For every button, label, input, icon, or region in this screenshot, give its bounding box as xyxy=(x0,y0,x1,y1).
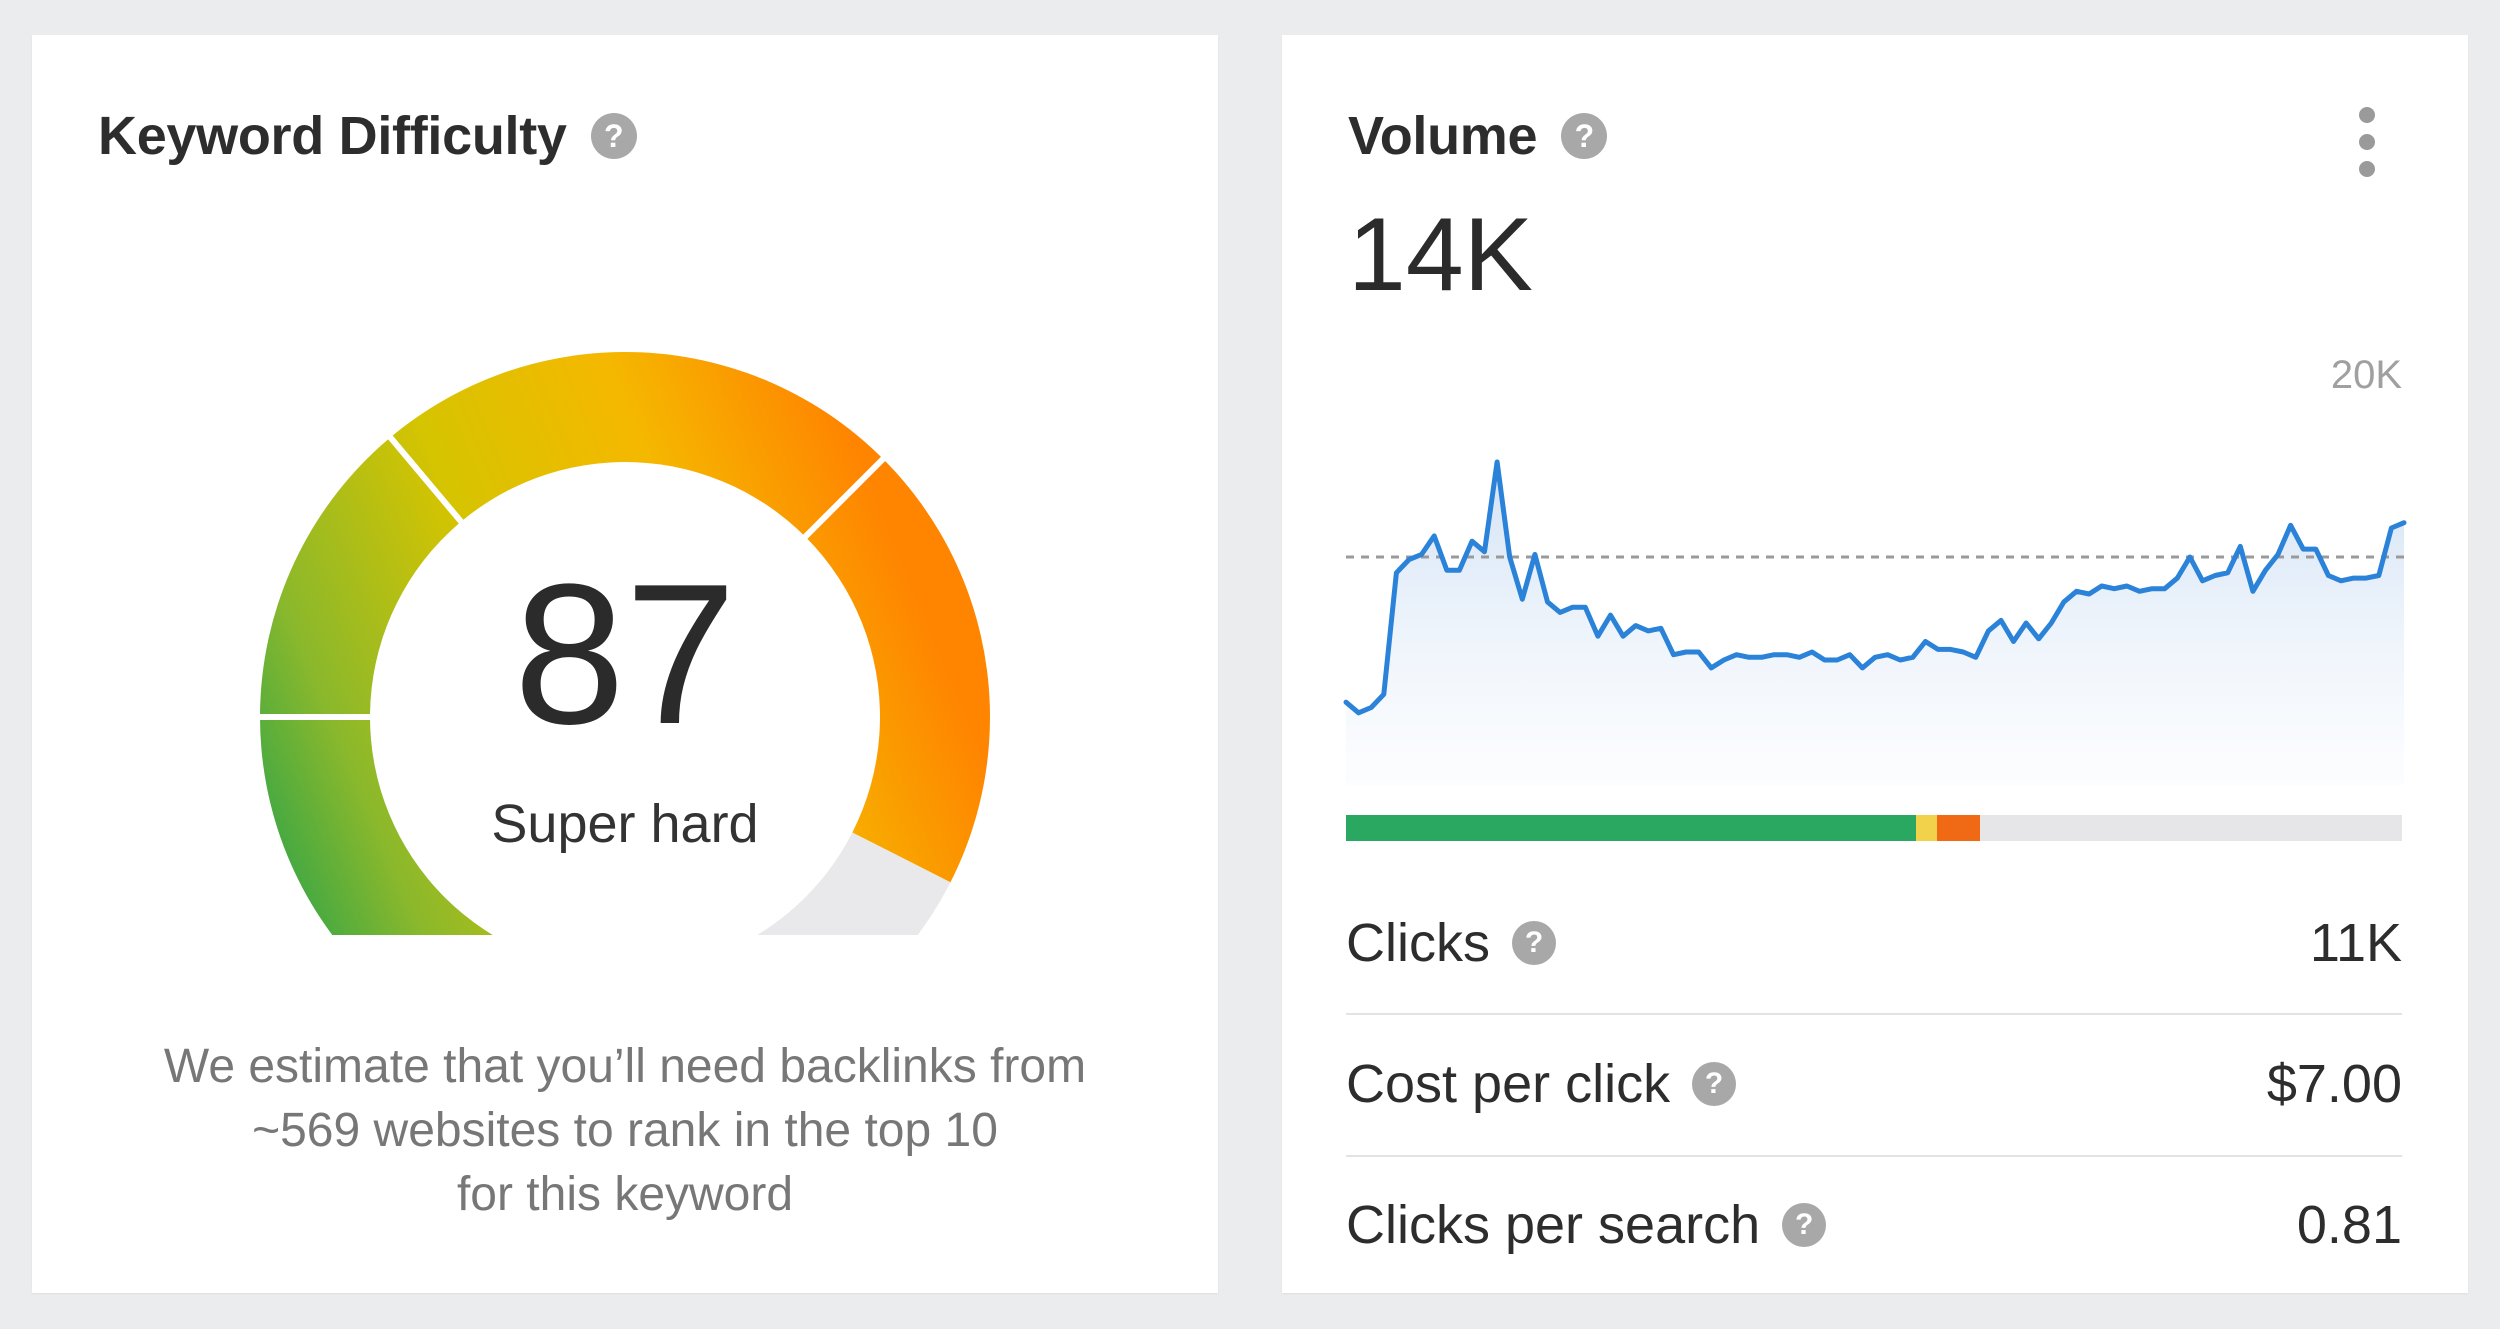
clicks-distribution-bar[interactable] xyxy=(1346,815,2402,841)
metric-value: 0.81 xyxy=(2296,1195,2402,1255)
metric-row-cost-per-click: Cost per click ? $7.00 xyxy=(1346,1013,2402,1157)
metric-label: Clicks xyxy=(1346,913,1490,973)
volume-trend-line xyxy=(1343,459,2407,716)
backlinks-estimate-note: We estimate that you’ll need backlinks f… xyxy=(92,1035,1158,1227)
question-circle-icon[interactable]: ? xyxy=(1561,113,1608,159)
metric-label: Clicks per search xyxy=(1346,1195,1761,1255)
metric-row-clicks: Clicks ? 11K xyxy=(1346,873,2402,1015)
note-line: for this keyword xyxy=(456,1168,794,1221)
question-circle-icon[interactable]: ? xyxy=(590,113,637,159)
organic-clicks-segment xyxy=(1346,815,1917,841)
metric-row-clicks-per-search: Clicks per search ? 0.81 xyxy=(1346,1155,2402,1295)
volume-title: Volume xyxy=(1348,106,1538,166)
metric-value: $7.00 xyxy=(2266,1054,2402,1114)
other-clicks-segment xyxy=(1937,815,1980,841)
gauge-separator xyxy=(799,453,889,543)
difficulty-gauge xyxy=(255,352,990,935)
volume-value: 14K xyxy=(1348,197,1534,313)
paid-clicks-segment xyxy=(1916,815,1938,841)
gauge-separator xyxy=(384,431,467,528)
keyword-difficulty-card: Keyword Difficulty ? 87 Super hard We es… xyxy=(32,35,1218,1293)
metric-value: 11K xyxy=(2309,913,2402,973)
metric-label: Cost per click xyxy=(1346,1054,1671,1114)
question-circle-icon[interactable]: ? xyxy=(1512,921,1556,965)
kd-title-row: Keyword Difficulty ? xyxy=(98,105,637,167)
more-vertical-icon[interactable] xyxy=(2352,107,2382,177)
note-line: ~569 websites to rank in the top 10 xyxy=(252,1104,998,1157)
chart-max-label: 20K xyxy=(2330,353,2402,397)
volume-area-fill xyxy=(1346,462,2404,785)
question-circle-icon[interactable]: ? xyxy=(1782,1203,1827,1247)
volume-card: Volume ? 14K 20K Clicks ? 11K Cost per c… xyxy=(1282,35,2468,1293)
kd-title: Keyword Difficulty xyxy=(98,106,567,166)
difficulty-rating: Super hard xyxy=(491,794,759,854)
question-circle-icon[interactable]: ? xyxy=(1692,1062,1737,1106)
note-line: We estimate that you’ll need backlinks f… xyxy=(163,1040,1087,1093)
volume-title-row: Volume ? xyxy=(1348,105,1608,167)
volume-trend-chart[interactable] xyxy=(1342,415,2408,795)
difficulty-score: 87 xyxy=(513,543,737,766)
gauge-remaining-arc xyxy=(757,832,951,935)
